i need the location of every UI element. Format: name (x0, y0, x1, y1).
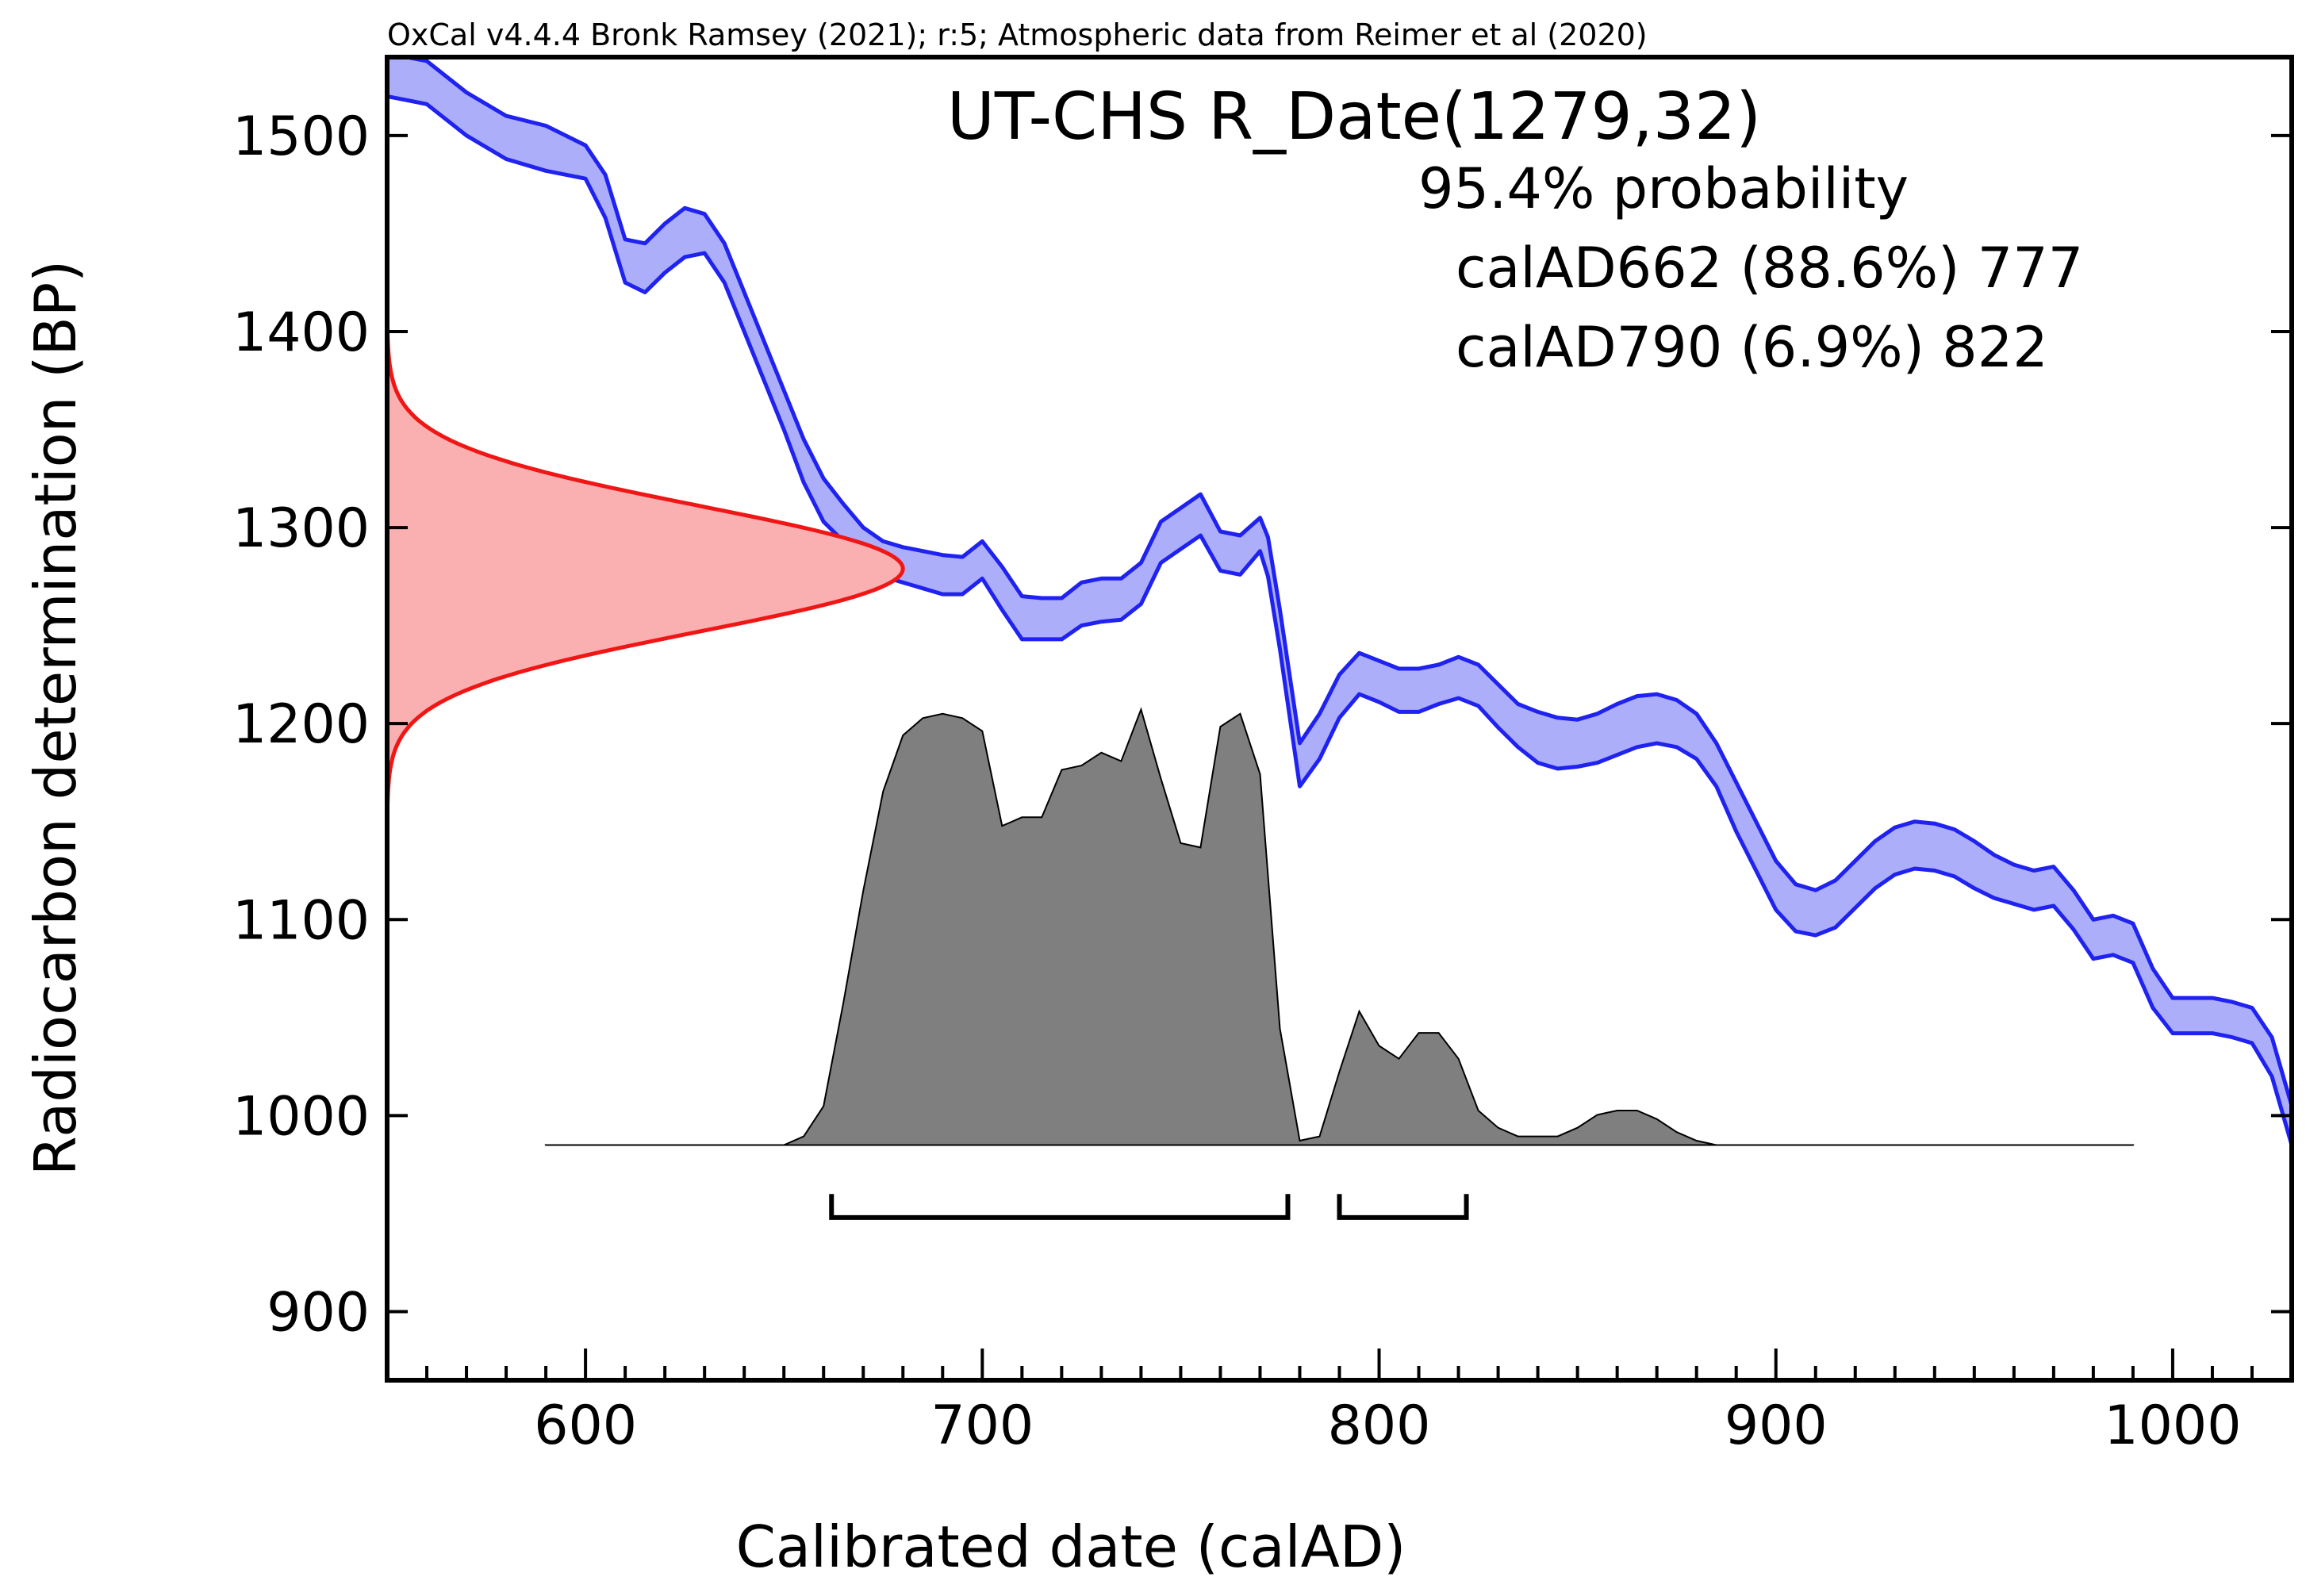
y-tick-label: 1400 (232, 301, 370, 364)
plot-content (387, 57, 2292, 1220)
calibration-curve-band (387, 57, 2292, 1145)
x-tick-label: 1000 (2104, 1395, 2241, 1457)
y-tick-label: 1300 (232, 497, 370, 560)
measurement-distribution (387, 317, 904, 820)
x-tick-label: 600 (534, 1395, 637, 1457)
legend-sample-title: UT-CHS R_Date(1279,32) (947, 79, 1761, 155)
y-axis-ticks: 900 1000 1100 1200 1300 1400 1500 (232, 106, 2292, 1345)
x-tick-label: 800 (1328, 1395, 1431, 1457)
y-tick-label: 1000 (232, 1085, 370, 1148)
posterior-distribution (544, 707, 2135, 1146)
y-tick-label: 900 (267, 1282, 370, 1345)
measurement-outline (387, 320, 905, 820)
y-tick-label: 1500 (232, 106, 370, 168)
range-bracket (829, 1194, 1291, 1220)
x-axis-label: Calibrated date (calAD) (736, 1514, 1406, 1580)
calibration-curve-lower (387, 94, 2292, 1146)
calibration-curve-upper (397, 57, 2292, 1107)
range-bracket (1337, 1194, 1469, 1220)
legend-range: calAD662 (88.6%) 777 (1456, 236, 2083, 301)
y-axis-label: Radiocarbon determination (BP) (22, 260, 89, 1176)
y-tick-label: 1200 (232, 693, 370, 756)
legend-probability-heading: 95.4% probability (1418, 156, 1909, 221)
x-tick-label: 700 (930, 1395, 1034, 1457)
x-tick-label: 900 (1725, 1395, 1828, 1457)
y-tick-label: 1100 (232, 889, 370, 952)
credit-text: OxCal v4.4.4 Bronk Ramsey (2021); r:5; A… (387, 17, 1648, 52)
legend-range: calAD790 (6.9%) 822 (1456, 315, 2048, 380)
x-axis-ticks: 600 700 800 900 1000 (386, 1349, 2293, 1457)
